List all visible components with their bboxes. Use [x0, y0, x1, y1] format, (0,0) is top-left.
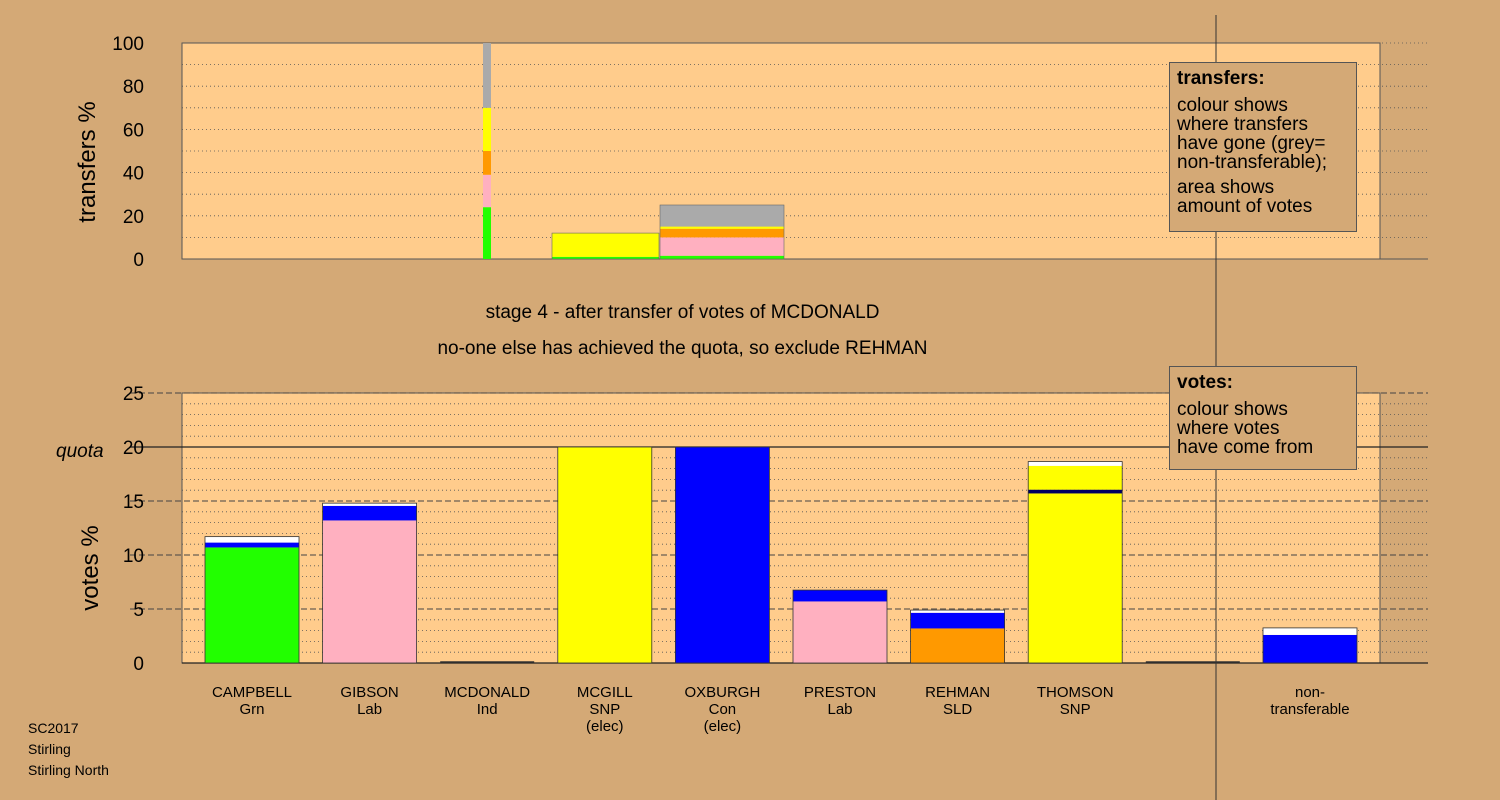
transfer-segment-grey: [660, 205, 784, 227]
votes-bars: [204, 446, 1358, 664]
candidate-mcdonald-label-line: Ind: [477, 701, 498, 718]
transfer-segment-yellow: [552, 233, 659, 257]
footer-info: SC2017 Stirling Stirling North: [28, 718, 109, 781]
candidate-preston-segment-blue: [793, 590, 887, 602]
transfer-segment-orange: [483, 151, 491, 175]
candidate-thomson-label-line: THOMSON: [1037, 684, 1114, 701]
candidate-thomson-label-line: SNP: [1060, 701, 1091, 718]
transfer-segment-green: [552, 256, 659, 259]
candidate-thomson-segment-white: [1028, 461, 1123, 466]
transfer-segment-orange: [660, 228, 784, 238]
candidate-mcgill-segment-yellow: [557, 447, 652, 663]
candidate-mcgill-label-line: SNP: [589, 701, 620, 718]
transfer-segment-pink: [660, 237, 784, 256]
votes-legend: votes: colour shows where votes have com…: [1169, 366, 1357, 470]
candidate-preston-bar-outline: [792, 589, 888, 664]
transfers-y-tick-label: 0: [133, 250, 144, 271]
transfer-segment-green: [483, 207, 491, 259]
candidate-gibson-bar-outline: [322, 502, 418, 664]
votes-y-axis-label: votes %: [77, 525, 104, 610]
footer-line-council: Stirling: [28, 741, 71, 757]
votes-y-tick-label: 25: [123, 384, 144, 405]
candidate-gibson-segment-pink: [322, 520, 417, 663]
transfers-legend-title: transfers:: [1177, 68, 1265, 89]
candidate-oxburgh-label-line: OXBURGH: [684, 684, 760, 701]
transfer-bar-outline: [551, 232, 660, 260]
votes-y-tick-label: 0: [133, 654, 144, 675]
transfers-y-tick-label: 60: [123, 120, 144, 141]
votes-y-tick-label: 10: [123, 546, 144, 567]
stage-caption: stage 4 - after transfer of votes of MCD…: [485, 302, 880, 323]
transfer-segment-green: [660, 255, 784, 259]
candidate-thomson-segment-yellow: [1028, 465, 1123, 490]
transfer-segment-yellow: [483, 107, 491, 151]
candidate-rehman-segment-orange: [910, 628, 1005, 663]
candidate-campbell-segment-white: [205, 536, 299, 543]
candidate-rehman-label-line: REHMAN: [925, 684, 990, 701]
nontransferable-bar-outline: [1262, 627, 1358, 664]
quota-label: quota: [56, 441, 104, 462]
transfers-y-tick-label: 80: [123, 77, 144, 98]
candidate-campbell-bar-outline: [204, 536, 300, 664]
candidate-rehman-segment-blue: [910, 612, 1005, 629]
candidate-preston-label-line: PRESTON: [804, 684, 876, 701]
candidate-oxburgh-bar-outline: [675, 446, 770, 664]
candidate-gibson-segment-blue: [322, 505, 417, 521]
candidate-campbell-segment-blue: [205, 542, 299, 548]
candidate-mcgill-label-line: (elec): [586, 718, 624, 735]
transfers-bars: [483, 43, 785, 260]
transfers-y-ticks: 0 20 40 60 80 100: [112, 34, 144, 271]
transfers-y-axis-label: transfers %: [74, 101, 101, 222]
nontransferable-label-line: non-: [1295, 684, 1325, 701]
transfers-y-tick-label: 100: [112, 34, 144, 55]
candidate-preston-segment-pink: [793, 601, 887, 663]
votes-legend-title: votes:: [1177, 372, 1233, 393]
candidate-labels: CAMPBELLGrnGIBSONLabMCDONALDIndMCGILLSNP…: [212, 684, 1350, 735]
candidate-thomson-segment-yellow: [1028, 493, 1123, 663]
footer-line-ward: Stirling North: [28, 762, 109, 778]
candidate-rehman-bar-outline: [910, 609, 1005, 664]
candidate-campbell-label-line: CAMPBELL: [212, 684, 292, 701]
transfers-legend-text-1: colour shows where transfers have gone (…: [1177, 95, 1327, 173]
votes-y-tick-label: 5: [133, 600, 144, 621]
nontransferable-segment-blue: [1263, 634, 1357, 663]
candidate-campbell-segment-green: [205, 547, 299, 663]
transfer-segment-grey: [483, 43, 491, 108]
candidate-gibson-label-line: GIBSON: [340, 684, 398, 701]
transfer-segment-pink: [483, 174, 491, 208]
candidate-thomson-segment-navy: [1028, 489, 1123, 494]
votes-y-tick-label: 15: [123, 492, 144, 513]
candidate-rehman-label-line: SLD: [943, 701, 972, 718]
candidate-rehman-segment-white: [910, 610, 1005, 613]
transfers-y-tick-label: 40: [123, 164, 144, 185]
candidate-oxburgh-label-line: Con: [709, 701, 737, 718]
candidate-mcgill-label-line: MCGILL: [577, 684, 633, 701]
candidate-oxburgh-label-line: (elec): [704, 718, 742, 735]
footer-line-election: SC2017: [28, 720, 79, 736]
votes-y-ticks: 0 5 10 15 20 25: [123, 384, 144, 675]
nontransferable-segment-white: [1263, 627, 1357, 635]
transfer-bar-outline: [659, 204, 785, 260]
candidate-mcgill-bar-outline: [557, 446, 653, 664]
candidate-campbell-label-line: Grn: [239, 701, 264, 718]
action-caption: no-one else has achieved the quota, so e…: [437, 338, 928, 359]
transfers-grid: [182, 42, 1428, 260]
candidate-mcdonald-label-line: MCDONALD: [444, 684, 530, 701]
candidate-gibson-segment-white: [322, 503, 417, 506]
candidate-oxburgh-segment-blue: [675, 447, 770, 663]
votes-legend-text: colour shows where votes have come from: [1177, 399, 1314, 458]
votes-y-tick-label: 20: [123, 438, 144, 459]
transfers-legend-text-2: area shows amount of votes: [1177, 177, 1313, 217]
transfers-legend: transfers: colour shows where transfers …: [1169, 62, 1357, 232]
candidate-gibson-label-line: Lab: [357, 701, 382, 718]
candidate-preston-label-line: Lab: [827, 701, 852, 718]
nontransferable-label-line: transferable: [1270, 701, 1349, 718]
transfer-segment-yellow: [660, 226, 784, 229]
candidate-thomson-bar-outline: [1027, 461, 1123, 664]
transfers-y-tick-label: 20: [123, 207, 144, 228]
